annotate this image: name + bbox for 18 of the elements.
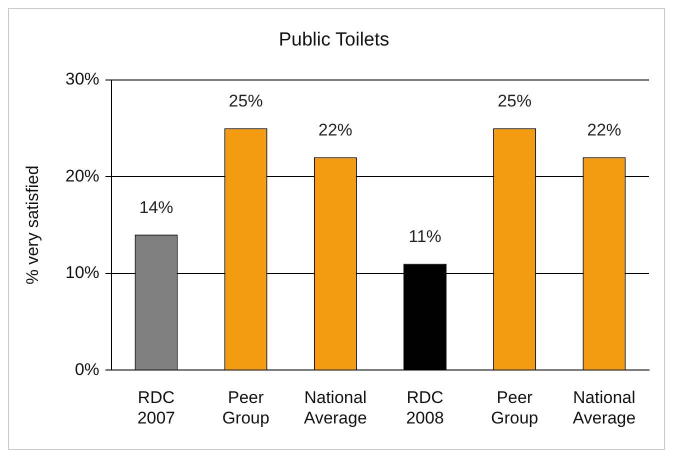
x-tick-label: Peer Group <box>222 388 270 428</box>
data-label: 14% <box>139 198 174 217</box>
x-tick-label: National Average <box>304 388 367 428</box>
data-label: 22% <box>318 120 352 140</box>
x-tick-label: Peer Group <box>490 388 538 428</box>
y-tick-label: 30% <box>65 69 100 88</box>
y-tick-label: 20% <box>65 166 100 186</box>
x-tick-label: National Average <box>572 388 636 428</box>
data-label: 25% <box>498 91 532 110</box>
data-label: 11% <box>408 226 442 246</box>
y-tick-label: 10% <box>65 263 100 282</box>
x-tick-label: RDC 2008 <box>406 388 444 428</box>
x-tick-label: RDC 2007 <box>137 388 176 428</box>
y-axis-title: % very satisfied <box>22 165 42 285</box>
data-label: 25% <box>228 91 263 110</box>
y-tick-label: 0% <box>74 360 100 379</box>
data-label: 22% <box>587 120 622 140</box>
chart-title: Public Toilets <box>278 30 390 51</box>
